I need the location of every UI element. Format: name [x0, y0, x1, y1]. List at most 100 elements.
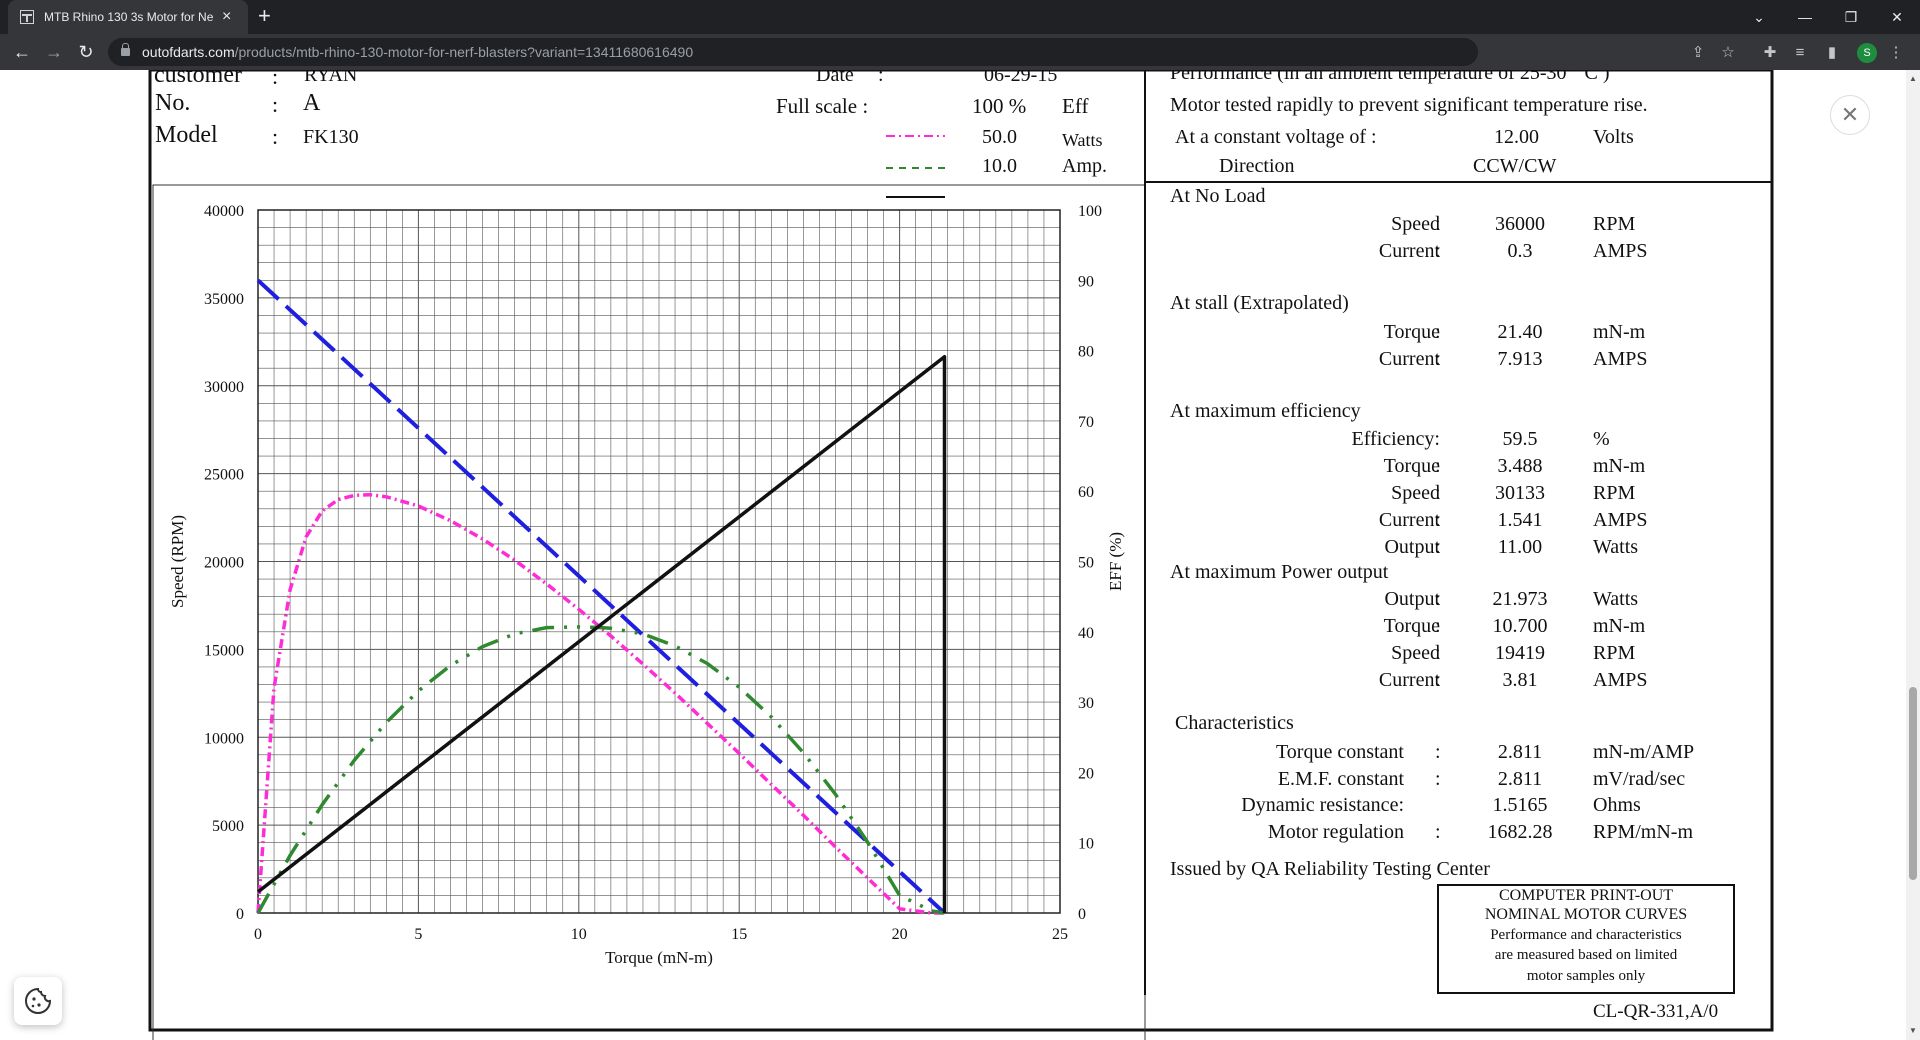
datasheet-frame — [148, 70, 1774, 1040]
back-button[interactable]: ← — [13, 41, 31, 62]
spec-unit: AMPS — [1593, 509, 1648, 531]
spec-label: Efficiency: — [1351, 428, 1440, 450]
menu-kebab-icon[interactable]: ⋮ — [1888, 44, 1904, 61]
y-tick-label: 15000 — [204, 642, 244, 659]
scale-watts-value: 50.0 — [982, 126, 1017, 148]
spec-sep: : — [1435, 588, 1441, 610]
spec-value: 11.00 — [1497, 536, 1543, 558]
close-tab-icon[interactable]: × — [222, 8, 232, 25]
spec-sep: : — [1435, 509, 1441, 531]
spec-value: 59.5 — [1502, 428, 1538, 450]
scrollbar-track[interactable] — [1906, 70, 1920, 1040]
reload-button[interactable]: ↻ — [78, 41, 94, 62]
spec-label: Speed — [1391, 642, 1440, 664]
customer-label: customer — [154, 70, 242, 88]
cookie-settings-button[interactable] — [14, 977, 62, 1025]
document-code: CL-QR-331,A/0 — [1593, 1001, 1719, 1022]
address-bar[interactable]: outofdarts.com/products/mtb-rhino-130-mo… — [108, 38, 1478, 66]
stamp-line-3: Performance and characteristics — [1490, 927, 1682, 943]
stamp-line-2: NOMINAL MOTOR CURVES — [1484, 906, 1688, 923]
cookie-icon — [25, 987, 52, 1014]
spec-label: Speed — [1391, 213, 1440, 235]
y2-tick-label: 30 — [1078, 695, 1094, 712]
spec-value: 19419 — [1495, 642, 1545, 664]
customer-value: RYAN — [304, 70, 358, 86]
spec-unit: mN-m — [1593, 455, 1646, 477]
profile-avatar[interactable]: S — [1857, 43, 1877, 63]
media-control-icon[interactable]: ≡ — [1795, 43, 1805, 61]
scale-eff-unit: Eff — [1062, 94, 1089, 118]
spec-unit: Watts — [1593, 536, 1639, 558]
stamp-line-1: COMPUTER PRINT-OUT — [1498, 887, 1674, 904]
full-scale-label: Full scale : — [776, 94, 869, 118]
voltage-label: At a constant voltage of : — [1175, 126, 1377, 148]
minimize-button[interactable]: — — [1798, 9, 1812, 25]
scrollbar-thumb[interactable] — [1909, 687, 1917, 880]
stamp-line-4: are measured based on limited — [1494, 947, 1678, 963]
new-tab-button[interactable]: + — [258, 3, 271, 28]
spec-sep: : — [1435, 482, 1441, 504]
spec-unit: RPM — [1593, 482, 1636, 504]
scroll-up-arrow[interactable]: ▲ — [1909, 74, 1917, 83]
forward-button[interactable]: → — [45, 41, 63, 62]
y-tick-label: 30000 — [204, 379, 244, 396]
spec-sep: : — [1435, 321, 1441, 343]
restore-button[interactable]: ❐ — [1844, 8, 1858, 25]
x-tick-label: 10 — [571, 926, 587, 943]
y-tick-label: 5000 — [212, 818, 244, 835]
spec-unit: mN-m — [1593, 321, 1646, 343]
y2-tick-label: 80 — [1078, 344, 1094, 361]
stall-title: At stall (Extrapolated) — [1170, 292, 1349, 314]
tab-title: MTB Rhino 130 3s Motor for Ner — [44, 10, 214, 24]
share-icon[interactable]: ⇪ — [1691, 44, 1705, 61]
direction-value: CCW/CW — [1473, 155, 1557, 177]
spec-sep: : — [1435, 642, 1441, 664]
y2-tick-label: 20 — [1078, 765, 1094, 782]
spec-label: Torque — [1383, 615, 1440, 637]
browser-tab[interactable]: MTB Rhino 130 3s Motor for Ner × — [8, 0, 248, 34]
tab-search-icon[interactable]: ⌄ — [1753, 8, 1765, 25]
lock-icon[interactable] — [121, 43, 130, 56]
url-text[interactable]: outofdarts.com/products/mtb-rhino-130-mo… — [142, 44, 694, 60]
spec-sep: : — [1435, 820, 1441, 843]
spec-value: 1.541 — [1497, 509, 1543, 531]
side-panel-icon[interactable]: ▮ — [1827, 44, 1837, 61]
y2-tick-label: 10 — [1078, 836, 1094, 853]
voltage-unit: Volts — [1593, 126, 1634, 148]
spec-value: 0.3 — [1507, 240, 1533, 262]
x-tick-label: 5 — [414, 926, 422, 943]
bookmark-star-icon[interactable]: ☆ — [1721, 44, 1735, 61]
spec-label: Dynamic resistance: — [1241, 794, 1404, 816]
x-axis-label: Torque (mN-m) — [605, 948, 713, 967]
max-eff-title: At maximum efficiency — [1170, 400, 1361, 422]
y2-tick-label: 60 — [1078, 484, 1094, 501]
scroll-down-arrow[interactable]: ▼ — [1909, 1026, 1917, 1035]
y-tick-label: 25000 — [204, 467, 244, 484]
spec-label: Current — [1378, 240, 1440, 262]
close-lightbox-button[interactable]: ✕ — [1830, 95, 1870, 135]
model-sep: : — [272, 124, 279, 149]
performance-note: Motor tested rapidly to prevent signific… — [1170, 94, 1648, 116]
y2-tick-label: 90 — [1078, 273, 1094, 290]
close-window-button[interactable]: ✕ — [1891, 8, 1903, 25]
spec-label: E.M.F. constant — [1277, 767, 1404, 790]
spec-value: 21.973 — [1492, 588, 1548, 610]
y-axis-label: Speed (RPM) — [168, 515, 187, 608]
x-tick-label: 20 — [892, 926, 908, 943]
spec-label: Motor regulation — [1267, 820, 1404, 843]
x-tick-label: 0 — [254, 926, 262, 943]
y-tick-label: 40000 — [204, 203, 244, 220]
spec-label: Torque — [1383, 455, 1440, 477]
y-tick-label: 0 — [236, 906, 244, 923]
spec-unit: RPM/mN-m — [1593, 820, 1694, 843]
current-curve — [256, 354, 947, 913]
y-tick-label: 35000 — [204, 291, 244, 308]
y2-tick-label: 50 — [1078, 555, 1094, 572]
spec-unit: Watts — [1593, 588, 1639, 610]
y-tick-label: 10000 — [204, 730, 244, 747]
speed-curve — [256, 278, 946, 915]
extensions-icon[interactable]: ✚ — [1763, 44, 1777, 61]
tab-strip: MTB Rhino 130 3s Motor for Ner × + ⌄ — ❐… — [0, 0, 1920, 34]
spec-sep: : — [1435, 348, 1441, 370]
spec-label: Output — [1384, 588, 1440, 610]
